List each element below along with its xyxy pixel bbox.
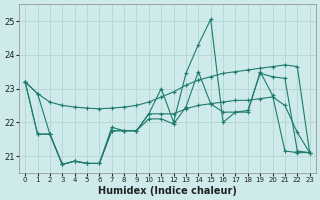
X-axis label: Humidex (Indice chaleur): Humidex (Indice chaleur) xyxy=(98,186,237,196)
